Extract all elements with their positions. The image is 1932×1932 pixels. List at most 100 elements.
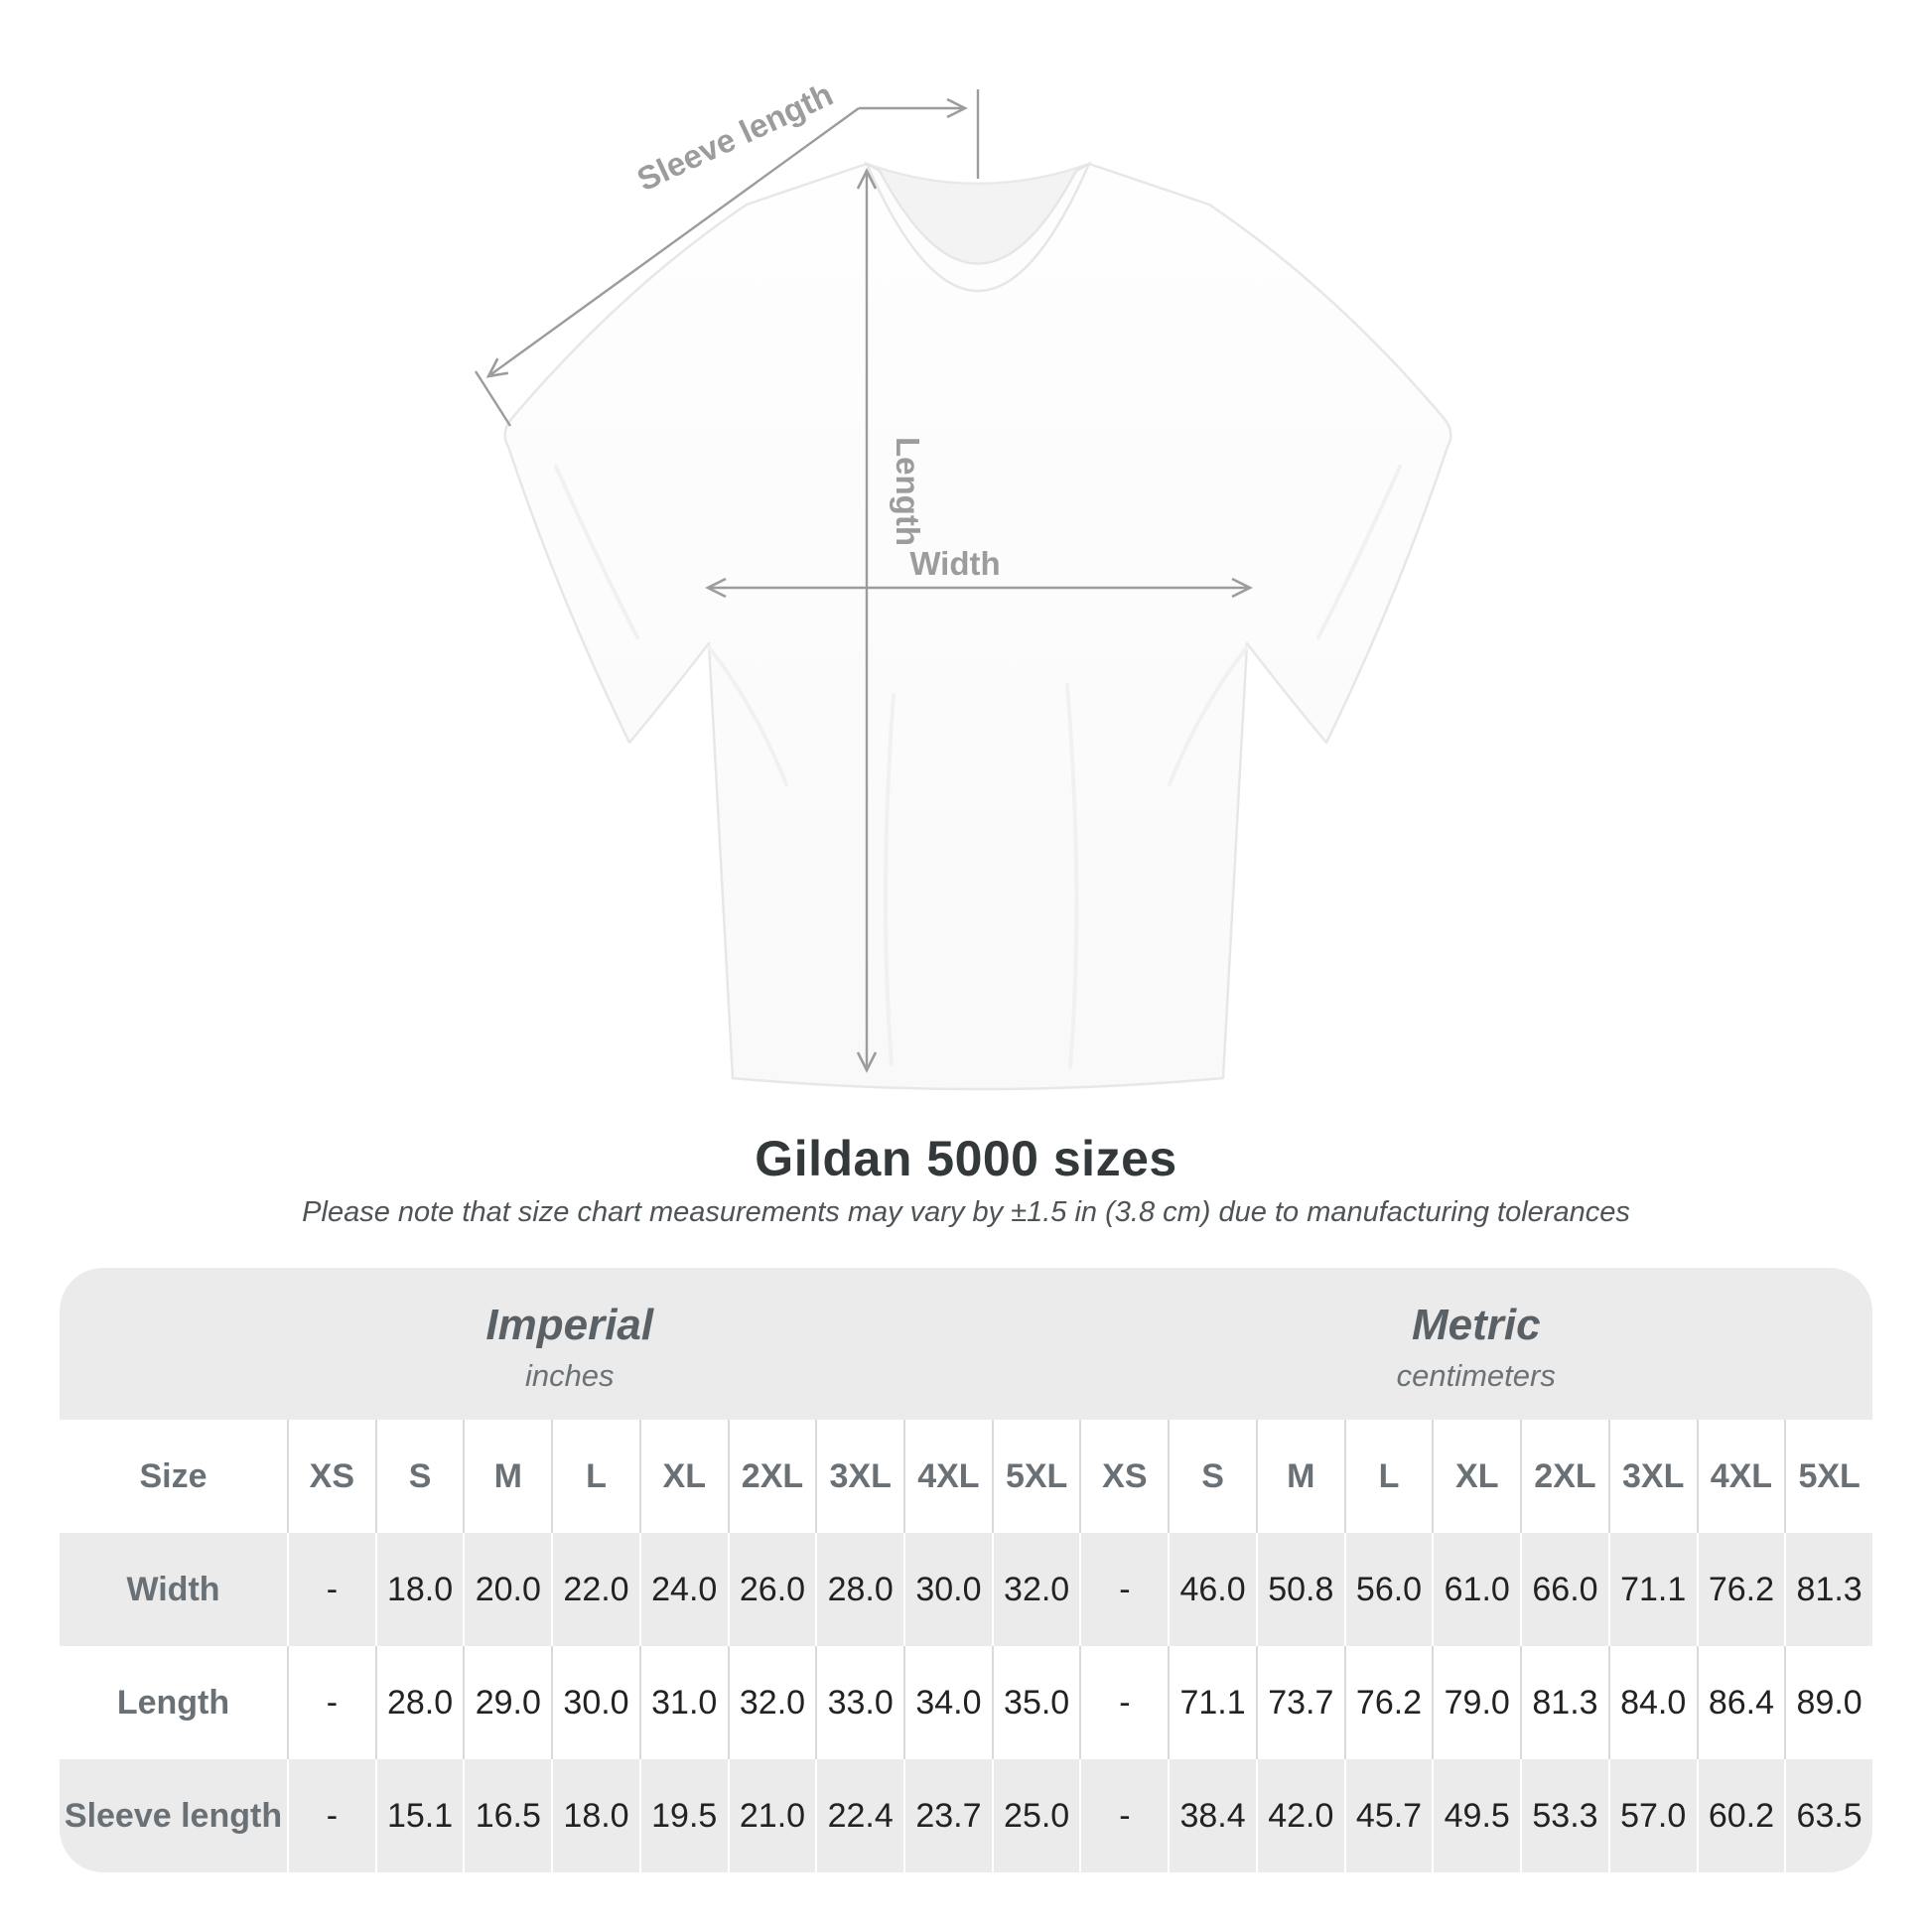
value-cell: 38.4 (1168, 1759, 1256, 1872)
metric-label: Metric (1411, 1300, 1541, 1349)
size-column-header: XS (1079, 1420, 1168, 1533)
value-cell: 20.0 (463, 1533, 551, 1646)
length-label: Length (890, 437, 926, 546)
value-cell: 60.2 (1696, 1759, 1785, 1872)
value-cell: 45.7 (1343, 1759, 1433, 1872)
value-cell: 42.0 (1255, 1759, 1344, 1872)
value-cell: 24.0 (638, 1533, 728, 1646)
size-header-row: Size XS S M L XL 2XL 3XL 4XL 5XL XS S M L XL 2XL 3XL 4XL… (60, 1420, 1872, 1533)
value-cell: 79.0 (1432, 1646, 1520, 1759)
value-cell: 32.0 (991, 1533, 1080, 1646)
value-cell: 30.0 (903, 1533, 992, 1646)
value-cell: 81.3 (1520, 1646, 1608, 1759)
value-cell: - (1079, 1646, 1168, 1759)
measurement-lines (474, 89, 1253, 1073)
unit-header-band: Imperial inches Metric centimeters (60, 1268, 1872, 1420)
value-cell: 84.0 (1607, 1646, 1697, 1759)
size-column-header: 3XL (1607, 1420, 1697, 1533)
row-label-width: Width (126, 1570, 220, 1608)
imperial-label: Imperial (485, 1300, 654, 1349)
size-column-header: 4XL (1696, 1420, 1785, 1533)
table-row-sleeve-length: Sleeve length -15.1 16.5 18.0 19.5 21.0 22.4 2… (60, 1759, 1872, 1872)
value-cell: 18.0 (551, 1759, 639, 1872)
fabric-creases (554, 465, 1402, 1069)
size-column-header: 2XL (727, 1420, 816, 1533)
value-cell: 86.4 (1696, 1646, 1785, 1759)
value-cell: 25.0 (991, 1759, 1080, 1872)
value-cell: 56.0 (1343, 1533, 1433, 1646)
value-cell: - (287, 1759, 375, 1872)
value-cell: 81.3 (1784, 1533, 1872, 1646)
collar-band (864, 161, 1092, 293)
value-cell: 31.0 (638, 1646, 728, 1759)
value-cell: 61.0 (1432, 1533, 1520, 1646)
row-label-sleeve-length: Sleeve length (64, 1796, 283, 1835)
value-cell: 28.0 (815, 1533, 903, 1646)
size-corner-label: Size (139, 1456, 207, 1495)
width-label: Width (909, 545, 1000, 582)
size-column-header: XS (287, 1420, 375, 1533)
size-column-header: L (1343, 1420, 1433, 1533)
sleeve-length-label: Sleeve length (631, 75, 838, 198)
size-column-header: M (463, 1420, 551, 1533)
sleeve-arrow-diagonal (485, 107, 860, 378)
value-cell: 50.8 (1255, 1533, 1344, 1646)
table-row-length: Length -28.0 29.0 30.0 31.0 32.0 33.0 34.0 35.0… (60, 1646, 1872, 1759)
value-cell: - (287, 1533, 375, 1646)
size-column-header: S (374, 1420, 464, 1533)
value-cell: 35.0 (991, 1646, 1080, 1759)
tshirt-diagram: Sleeve length Length Width (474, 75, 1452, 1091)
value-cell: 53.3 (1520, 1759, 1608, 1872)
value-cell: 33.0 (815, 1646, 903, 1759)
value-cell: 63.5 (1784, 1759, 1872, 1872)
value-cell: 71.1 (1607, 1533, 1697, 1646)
size-column-header: S (1168, 1420, 1256, 1533)
size-column-header: 2XL (1520, 1420, 1608, 1533)
value-cell: 30.0 (551, 1646, 639, 1759)
value-cell: 16.5 (463, 1759, 551, 1872)
value-cell: 15.1 (374, 1759, 464, 1872)
unit-group-metric: Metric centimeters (1080, 1268, 1873, 1420)
table-row-width: Width -18.0 20.0 22.0 24.0 26.0 28.0 30.0 32.0-… (60, 1533, 1872, 1646)
unit-group-imperial: Imperial inches (60, 1268, 1080, 1420)
tshirt-silhouette (503, 162, 1452, 1091)
row-label-length: Length (116, 1683, 230, 1722)
value-cell: 26.0 (727, 1533, 816, 1646)
value-cell: 89.0 (1784, 1646, 1872, 1759)
metric-unit: centimeters (1396, 1357, 1556, 1393)
value-cell: 76.2 (1696, 1533, 1785, 1646)
size-column-header: 3XL (815, 1420, 903, 1533)
value-cell: 71.1 (1168, 1646, 1256, 1759)
value-cell: 19.5 (638, 1759, 728, 1872)
page-subtitle: Please note that size chart measurements… (302, 1196, 1630, 1228)
value-cell: 28.0 (374, 1646, 464, 1759)
imperial-unit: inches (524, 1357, 615, 1393)
value-cell: 73.7 (1255, 1646, 1344, 1759)
size-column-header: 5XL (991, 1420, 1080, 1533)
size-table: Imperial inches Metric centimeters Size … (60, 1268, 1872, 1872)
size-column-header: L (551, 1420, 639, 1533)
size-column-header: 5XL (1784, 1420, 1872, 1533)
page-title: Gildan 5000 sizes (755, 1131, 1177, 1186)
value-cell: 21.0 (727, 1759, 816, 1872)
value-cell: 22.0 (551, 1533, 639, 1646)
size-column-header: M (1255, 1420, 1344, 1533)
value-cell: 66.0 (1520, 1533, 1608, 1646)
size-column-header: 4XL (903, 1420, 992, 1533)
value-cell: 46.0 (1168, 1533, 1256, 1646)
value-cell: 49.5 (1432, 1759, 1520, 1872)
value-cell: 32.0 (727, 1646, 816, 1759)
value-cell: 23.7 (903, 1759, 992, 1872)
value-cell: - (1079, 1533, 1168, 1646)
value-cell: 29.0 (463, 1646, 551, 1759)
value-cell: 18.0 (374, 1533, 464, 1646)
value-cell: 76.2 (1343, 1646, 1433, 1759)
value-cell: - (287, 1646, 375, 1759)
size-column-header: XL (1432, 1420, 1520, 1533)
value-cell: 34.0 (903, 1646, 992, 1759)
value-cell: - (1079, 1759, 1168, 1872)
value-cell: 57.0 (1607, 1759, 1697, 1872)
value-cell: 22.4 (815, 1759, 903, 1872)
sleeve-end-tick (474, 370, 512, 427)
